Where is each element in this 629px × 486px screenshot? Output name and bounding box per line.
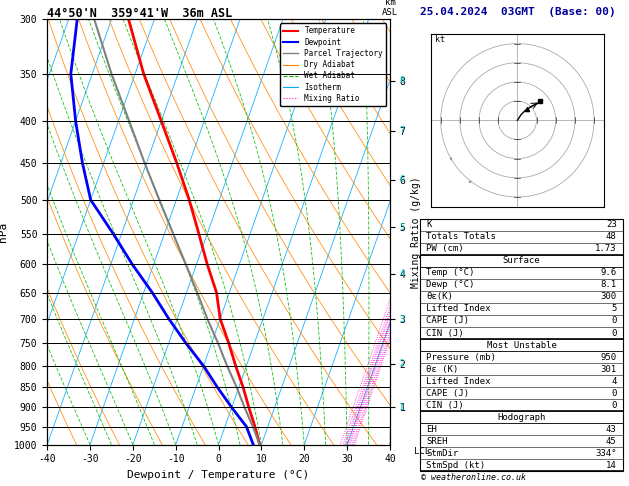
Text: Most Unstable: Most Unstable xyxy=(486,341,557,349)
Text: $\star$: $\star$ xyxy=(447,154,454,164)
Text: © weatheronline.co.uk: © weatheronline.co.uk xyxy=(421,473,526,482)
Text: 1: 1 xyxy=(399,402,404,412)
Text: θε(K): θε(K) xyxy=(426,293,453,301)
Text: Dewp (°C): Dewp (°C) xyxy=(426,280,475,289)
Text: LCL: LCL xyxy=(414,447,430,456)
Text: 14: 14 xyxy=(606,461,616,470)
Text: 0: 0 xyxy=(611,316,616,326)
Text: 48: 48 xyxy=(606,232,616,241)
Legend: Temperature, Dewpoint, Parcel Trajectory, Dry Adiabat, Wet Adiabat, Isotherm, Mi: Temperature, Dewpoint, Parcel Trajectory… xyxy=(280,23,386,106)
Text: CIN (J): CIN (J) xyxy=(426,329,464,337)
Text: Lifted Index: Lifted Index xyxy=(426,377,491,386)
Text: 8.1: 8.1 xyxy=(601,280,616,289)
Text: 950: 950 xyxy=(601,353,616,362)
Text: $\star$: $\star$ xyxy=(466,176,473,187)
Text: CIN (J): CIN (J) xyxy=(426,401,464,410)
Text: km
ASL: km ASL xyxy=(382,0,398,17)
Text: 5: 5 xyxy=(399,223,404,231)
Text: Hodograph: Hodograph xyxy=(498,413,545,422)
Text: EH: EH xyxy=(426,425,437,434)
Text: 9.6: 9.6 xyxy=(601,268,616,278)
Text: 301: 301 xyxy=(601,364,616,374)
Text: CAPE (J): CAPE (J) xyxy=(426,316,469,326)
Text: Surface: Surface xyxy=(503,256,540,265)
Text: 2: 2 xyxy=(399,359,404,368)
Text: 44°50'N  359°41'W  36m ASL: 44°50'N 359°41'W 36m ASL xyxy=(47,7,233,20)
Text: 0: 0 xyxy=(611,329,616,337)
Text: 0: 0 xyxy=(611,401,616,410)
Y-axis label: hPa: hPa xyxy=(0,222,8,242)
Text: Temp (°C): Temp (°C) xyxy=(426,268,475,278)
Text: 8: 8 xyxy=(399,76,404,86)
Text: StmSpd (kt): StmSpd (kt) xyxy=(426,461,486,470)
Text: 4: 4 xyxy=(399,269,404,278)
Text: 45: 45 xyxy=(606,437,616,446)
Text: 6: 6 xyxy=(399,175,404,184)
Text: 3: 3 xyxy=(399,315,404,324)
Text: Pressure (mb): Pressure (mb) xyxy=(426,353,496,362)
Text: CAPE (J): CAPE (J) xyxy=(426,389,469,398)
Text: 334°: 334° xyxy=(595,449,616,458)
X-axis label: Dewpoint / Temperature (°C): Dewpoint / Temperature (°C) xyxy=(128,470,309,480)
Text: θε (K): θε (K) xyxy=(426,364,459,374)
Y-axis label: Mixing Ratio (g/kg): Mixing Ratio (g/kg) xyxy=(411,176,421,288)
Text: 0: 0 xyxy=(611,389,616,398)
Text: kt: kt xyxy=(435,35,445,44)
Text: 300: 300 xyxy=(601,293,616,301)
Text: 1.73: 1.73 xyxy=(595,244,616,253)
Text: Lifted Index: Lifted Index xyxy=(426,304,491,313)
Text: StmDir: StmDir xyxy=(426,449,459,458)
Text: K: K xyxy=(426,220,431,229)
Text: 43: 43 xyxy=(606,425,616,434)
Text: Totals Totals: Totals Totals xyxy=(426,232,496,241)
Text: 7: 7 xyxy=(399,126,404,135)
Text: PW (cm): PW (cm) xyxy=(426,244,464,253)
Text: 23: 23 xyxy=(606,220,616,229)
Text: SREH: SREH xyxy=(426,437,448,446)
Text: 5: 5 xyxy=(611,304,616,313)
Text: 4: 4 xyxy=(611,377,616,386)
Text: 25.04.2024  03GMT  (Base: 00): 25.04.2024 03GMT (Base: 00) xyxy=(420,7,616,17)
